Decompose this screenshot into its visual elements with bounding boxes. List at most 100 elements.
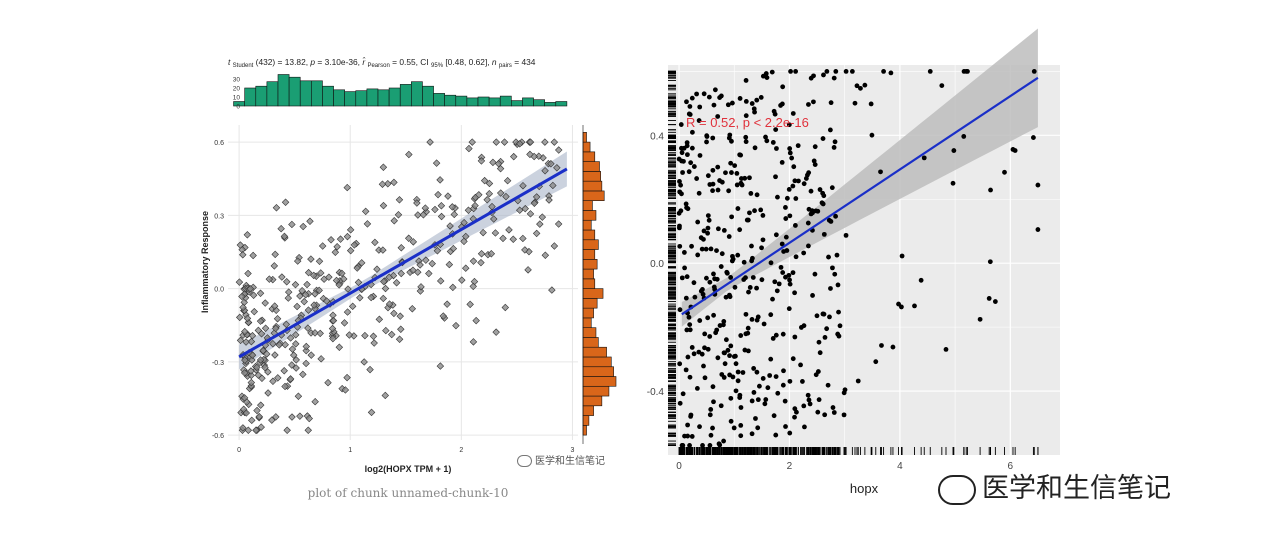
data-point <box>705 173 711 179</box>
data-point <box>307 351 315 359</box>
data-point <box>738 333 744 338</box>
data-point <box>754 285 759 291</box>
data-point <box>831 75 837 81</box>
data-point <box>787 150 793 156</box>
data-point <box>464 206 473 214</box>
data-point <box>388 330 396 339</box>
data-point <box>788 68 793 74</box>
data-point <box>241 356 249 364</box>
data-point <box>747 175 752 181</box>
data-point <box>780 382 786 388</box>
data-point <box>726 188 732 194</box>
data-point <box>344 285 352 293</box>
left-chart: t Student (432) = 13.82, p = 3.10e-36, r… <box>200 56 617 500</box>
data-point <box>335 343 344 351</box>
data-point <box>294 392 303 400</box>
data-point <box>773 332 779 338</box>
data-point <box>735 378 741 384</box>
data-point <box>310 271 318 280</box>
data-point <box>783 216 789 221</box>
data-point <box>283 278 291 286</box>
data-point <box>310 301 318 309</box>
right-y-axis-label: inflam <box>640 245 643 280</box>
data-point <box>899 253 905 259</box>
data-point <box>779 241 785 247</box>
data-point <box>723 170 728 176</box>
data-point <box>750 255 755 261</box>
data-point <box>841 412 847 418</box>
data-point <box>261 324 270 332</box>
data-point <box>532 193 541 201</box>
data-point <box>361 207 370 216</box>
data-point <box>263 350 271 358</box>
histogram-bar <box>582 229 596 241</box>
data-point <box>255 412 263 421</box>
data-point <box>770 296 775 302</box>
data-point <box>704 133 710 139</box>
right-watermark-text: 医学和生信笔记 <box>982 473 1171 504</box>
data-point <box>235 278 244 286</box>
data-point <box>340 275 348 283</box>
data-point <box>280 232 289 241</box>
data-point <box>509 235 517 243</box>
data-point <box>765 385 771 391</box>
data-point <box>292 331 300 339</box>
data-point <box>317 355 325 363</box>
data-point <box>336 235 345 243</box>
data-point <box>965 68 970 74</box>
data-point <box>692 294 698 300</box>
data-point <box>397 325 405 333</box>
data-point <box>458 276 466 284</box>
data-point <box>535 152 543 160</box>
data-point <box>758 95 764 100</box>
histogram-bar <box>544 102 557 107</box>
data-point <box>286 375 295 383</box>
data-point <box>725 347 731 353</box>
data-point <box>793 254 799 260</box>
histogram-bar <box>582 298 598 309</box>
data-point <box>281 198 290 206</box>
data-point <box>773 374 779 380</box>
data-point <box>247 337 256 346</box>
data-point <box>707 412 713 418</box>
data-point <box>532 229 541 238</box>
histogram-bar <box>311 80 323 107</box>
data-point <box>265 275 274 283</box>
data-point <box>977 316 983 322</box>
data-point <box>549 181 557 190</box>
histogram-bar <box>488 97 501 107</box>
data-point <box>272 324 280 333</box>
data-point <box>247 378 256 387</box>
data-point <box>434 190 442 199</box>
y-tick-label: 0.6 <box>214 140 224 147</box>
data-point <box>548 286 556 294</box>
data-point <box>783 205 788 210</box>
data-point <box>702 375 708 381</box>
data-point <box>239 251 247 259</box>
data-point <box>705 315 711 321</box>
data-point <box>472 316 480 325</box>
data-point <box>728 343 734 349</box>
x-tick-label: 2 <box>787 461 793 472</box>
data-point <box>679 443 685 448</box>
data-point <box>801 323 807 329</box>
data-point <box>710 425 715 431</box>
data-point <box>379 201 388 210</box>
data-point <box>988 187 993 193</box>
histogram-bar <box>582 307 594 319</box>
data-point <box>776 281 782 287</box>
data-point <box>787 281 793 287</box>
data-point <box>256 317 265 325</box>
data-point <box>1031 68 1037 74</box>
data-point <box>678 122 684 127</box>
data-point <box>806 243 811 249</box>
histogram-bar <box>344 91 357 107</box>
data-point <box>689 243 694 249</box>
data-point <box>329 316 338 325</box>
data-point <box>721 227 727 233</box>
data-point <box>343 183 351 192</box>
data-point <box>432 159 441 167</box>
data-point <box>760 237 766 243</box>
data-point <box>264 389 272 397</box>
data-point <box>751 366 757 371</box>
